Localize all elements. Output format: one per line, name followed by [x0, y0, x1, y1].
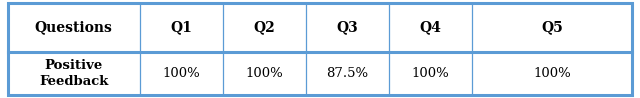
- Text: 87.5%: 87.5%: [326, 67, 369, 80]
- Text: Q2: Q2: [253, 20, 275, 34]
- Text: 100%: 100%: [412, 67, 449, 80]
- Text: Positive
Feedback: Positive Feedback: [39, 59, 108, 88]
- Text: 100%: 100%: [534, 67, 571, 80]
- Text: Questions: Questions: [35, 20, 113, 34]
- Text: Q3: Q3: [337, 20, 358, 34]
- Text: 100%: 100%: [246, 67, 283, 80]
- Text: Q5: Q5: [541, 20, 563, 34]
- Text: 100%: 100%: [163, 67, 200, 80]
- Text: Q4: Q4: [420, 20, 442, 34]
- Text: Q1: Q1: [170, 20, 192, 34]
